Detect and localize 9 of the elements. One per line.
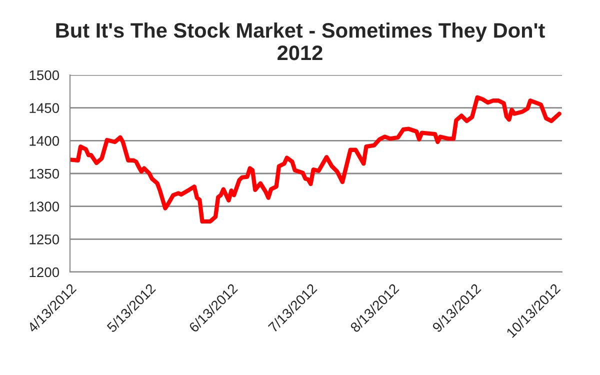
y-tick-label: 1450	[30, 103, 60, 114]
y-tick-label: 1300	[30, 202, 60, 212]
y-tick-label: 1350	[30, 168, 60, 179]
chart-title: But It's The Stock Market - Sometimes They Don't 2012	[56, 22, 545, 60]
y-tick-label: 1400	[30, 136, 60, 146]
y-tick-label: 1500	[30, 70, 60, 80]
line-series	[70, 95, 562, 224]
y-tick-label: 1250	[30, 234, 60, 244]
y-tick-label: 1200	[30, 267, 60, 278]
